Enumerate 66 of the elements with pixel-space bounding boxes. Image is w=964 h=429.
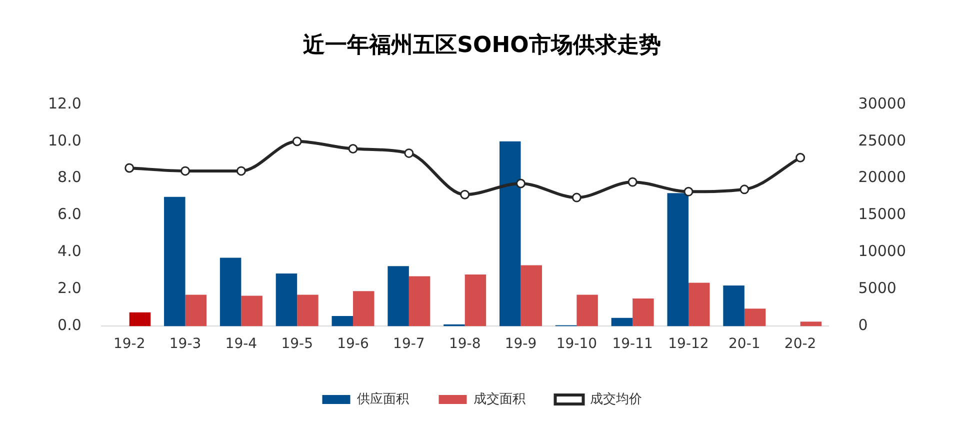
bar (297, 294, 318, 326)
bar (520, 265, 542, 326)
point (684, 186, 694, 196)
legend-label: 成交面积 (473, 390, 526, 407)
x-tick-label: 19-4 (225, 336, 258, 352)
x-tick-label: 19-10 (556, 336, 598, 352)
bar (185, 294, 207, 326)
x-tick-label: 19-3 (169, 336, 202, 352)
y-tick-label: 2.0 (58, 279, 82, 298)
point (236, 166, 246, 176)
bar (500, 141, 521, 326)
bar (220, 258, 242, 326)
point (348, 144, 358, 154)
y-tick-label: 8.0 (58, 168, 82, 186)
bar (632, 298, 654, 326)
y2-tick-label: 15000 (858, 205, 906, 224)
bar (388, 266, 409, 326)
bar (241, 296, 262, 326)
x-tick-label: 20-1 (728, 336, 760, 352)
x-tick-label: 20-2 (784, 336, 816, 352)
y2-tick-label: 25000 (858, 131, 906, 150)
x-tick-label: 19-2 (113, 336, 146, 352)
bar (129, 312, 151, 326)
y-tick-label: 0.0 (58, 316, 82, 334)
y-tick-label: 12.0 (48, 94, 82, 112)
bar (408, 276, 430, 326)
point (180, 166, 190, 176)
legend-label: 成交均价 (590, 390, 642, 407)
bar (276, 274, 298, 326)
point (124, 163, 134, 173)
y2-tick-label: 20000 (858, 168, 906, 186)
bar (667, 193, 688, 326)
bar (611, 318, 633, 326)
point (516, 178, 526, 188)
x-tick-label: 19-7 (393, 336, 425, 352)
point (404, 148, 414, 158)
y2-tick-label: 30000 (858, 94, 906, 112)
bar (800, 322, 822, 326)
y-tick-label: 10.0 (48, 131, 82, 150)
x-tick-label: 19-12 (668, 336, 709, 352)
y2-tick-label: 5000 (858, 279, 896, 298)
chart-title: 近一年福州五区SOHO市场供求走势 (302, 32, 661, 58)
x-tick-label: 19-8 (448, 336, 481, 352)
bar (353, 291, 374, 326)
point (628, 177, 638, 187)
point (572, 192, 582, 202)
x-tick-label: 19-5 (281, 336, 313, 352)
y-tick-label: 4.0 (58, 242, 82, 260)
bar (164, 196, 186, 326)
point (460, 190, 470, 200)
bar (723, 286, 744, 326)
point (740, 184, 750, 194)
x-tick-label: 19-11 (612, 336, 653, 352)
y2-tick-label: 0 (858, 316, 868, 334)
point (796, 152, 806, 162)
bar (464, 274, 486, 326)
y2-tick-label: 10000 (858, 242, 906, 260)
point (292, 136, 302, 146)
bar (744, 308, 766, 326)
legend-label: 供应面积 (356, 390, 409, 407)
bar (688, 282, 710, 326)
bar (332, 316, 354, 326)
x-tick-label: 19-6 (337, 336, 369, 352)
y-tick-label: 6.0 (58, 205, 82, 224)
x-tick-label: 19-9 (504, 336, 537, 352)
bar (576, 294, 598, 326)
